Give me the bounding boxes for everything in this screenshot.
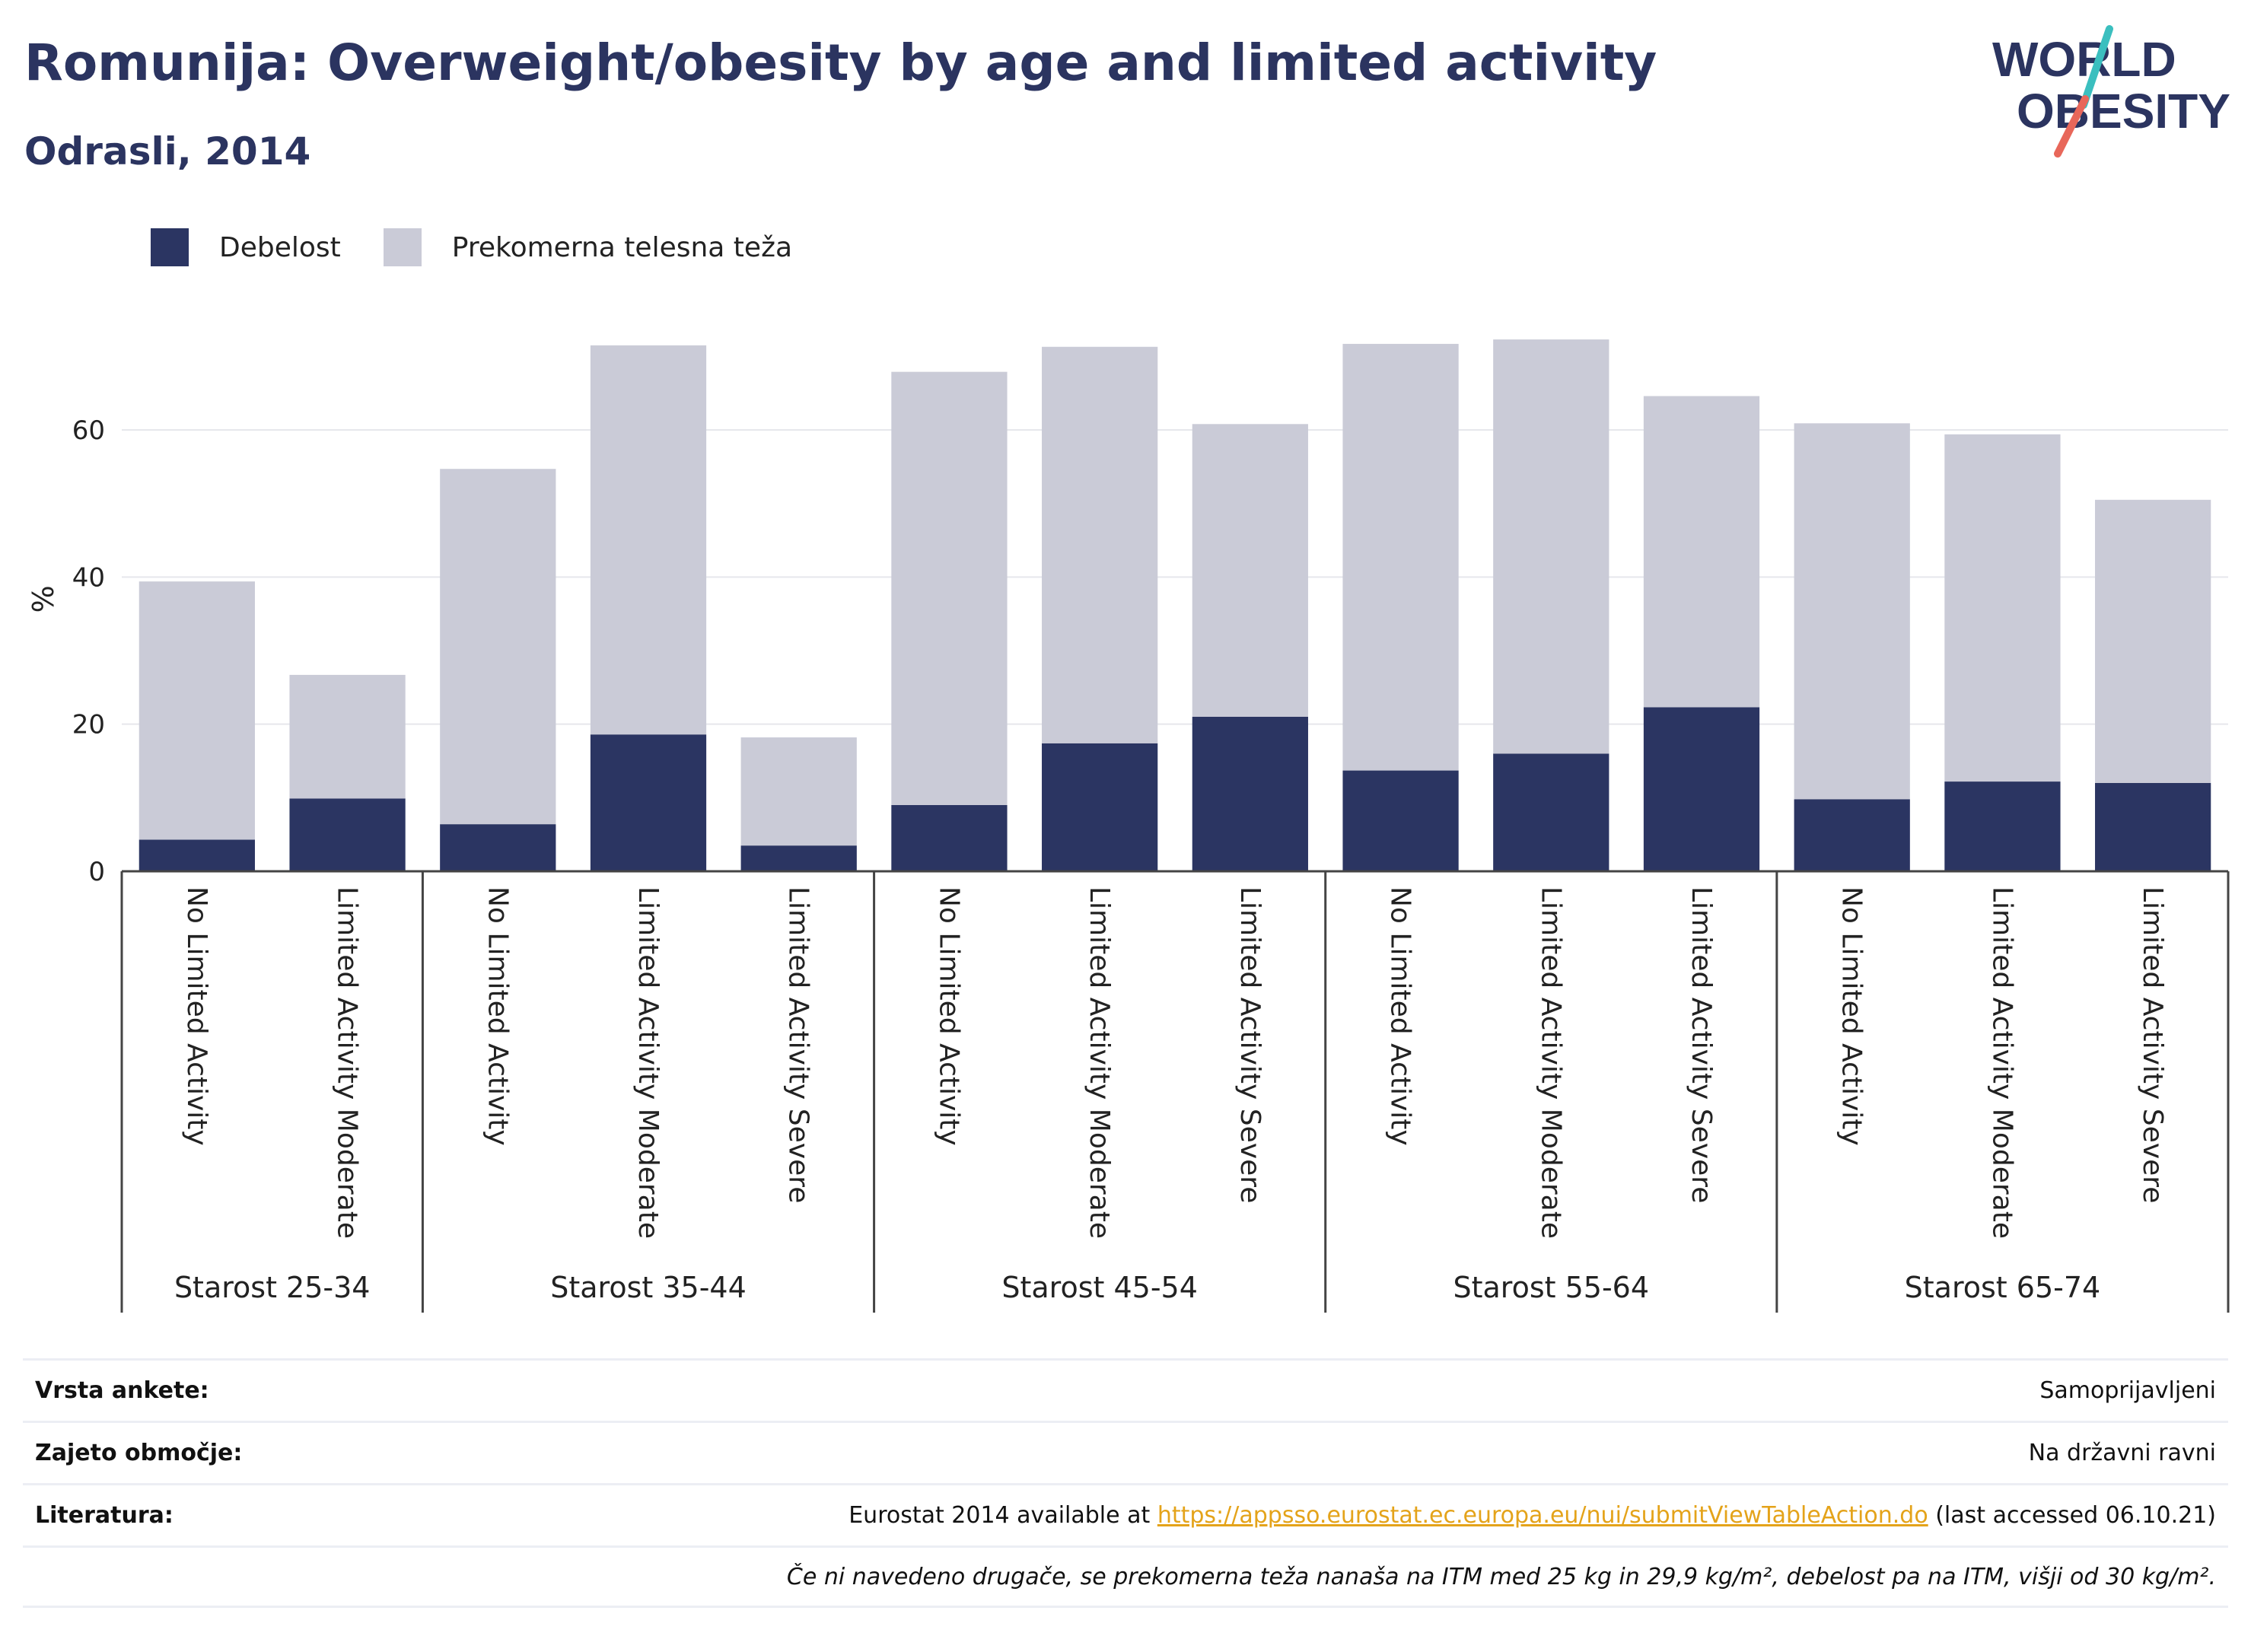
bar-obesity [1643, 707, 1760, 871]
bar-obesity [1493, 753, 1609, 871]
bar-obesity [740, 845, 857, 871]
survey-info-table: Vrsta ankete: Samoprijavljeni Zajeto obm… [23, 1358, 2228, 1608]
bar-overweight [590, 345, 707, 735]
meta-row-note: Če ni navedeno drugače, se prekomerna te… [23, 1545, 2228, 1608]
bar-overweight [1944, 434, 2061, 782]
logo-slash-coral [2054, 95, 2089, 158]
bar-obesity [2095, 783, 2211, 871]
definition-note: Če ni navedeno drugače, se prekomerna te… [786, 1563, 2216, 1590]
bar-overweight [891, 371, 1008, 806]
source-link[interactable]: https://appsso.eurostat.ec.europa.eu/nui… [1157, 1502, 1928, 1529]
stacked-bar-chart: 0 20 40 60% No Limited Activity Limited Activ… [27, 339, 2230, 1313]
bar-obesity [1342, 770, 1459, 871]
bar-obesity [1944, 781, 2061, 871]
group-label: Starost 35-44 [550, 1271, 747, 1304]
x-tick-label: Limited Activity Moderate [332, 886, 363, 1239]
meta-value: Samoprijavljeni [2039, 1377, 2216, 1404]
logo-slash-teal [2080, 25, 2113, 109]
y-tick-label: 20 [72, 710, 105, 740]
x-tick-label: Limited Activity Moderate [1986, 886, 2017, 1239]
group-label: Starost 25-34 [174, 1271, 371, 1304]
logo-line2: OBESITY [2017, 84, 2230, 138]
bar-overweight [289, 674, 406, 799]
bar-overweight [1493, 339, 1609, 754]
bar-obesity [138, 839, 255, 871]
bar-obesity [891, 805, 1008, 871]
meta-label: Literatura: [35, 1502, 174, 1529]
legend-item-obesity: Debelost [151, 228, 341, 266]
literature-prefix: Eurostat 2014 available at [849, 1502, 1157, 1529]
meta-row-coverage: Zajeto območje: Na državni ravni [23, 1421, 2228, 1483]
bar-overweight [1794, 423, 1910, 800]
chart-title: Romunija: Overweight/obesity by age and … [24, 33, 1657, 92]
x-tick-label: Limited Activity Severe [1234, 886, 1266, 1203]
bar-obesity [1794, 799, 1910, 871]
bar-obesity [1042, 743, 1158, 871]
x-tick-label: No Limited Activity [1836, 886, 1867, 1146]
bar-obesity [289, 798, 406, 871]
logo-line1: WORLD [1992, 32, 2176, 87]
x-tick-label: Limited Activity Severe [783, 886, 814, 1203]
x-tick-label: Limited Activity Moderate [632, 886, 664, 1239]
x-tick-label: No Limited Activity [933, 886, 964, 1146]
meta-row-survey-type: Vrsta ankete: Samoprijavljeni [23, 1358, 2228, 1421]
bar-obesity [590, 734, 707, 871]
literature-value: Eurostat 2014 available at https://appss… [849, 1502, 2228, 1529]
bar-overweight [2095, 499, 2211, 783]
y-axis-label: % [27, 585, 60, 613]
bar-overweight [1643, 396, 1760, 708]
bar-overweight [440, 469, 556, 825]
bar-obesity [440, 824, 556, 871]
legend-swatch-obesity [151, 228, 189, 266]
x-tick-label: Limited Activity Moderate [1535, 886, 1566, 1239]
x-tick-label: No Limited Activity [1385, 886, 1416, 1146]
x-tick-label: No Limited Activity [181, 886, 212, 1146]
y-tick-label: 40 [72, 562, 105, 593]
literature-suffix: (last accessed 06.10.21) [1928, 1502, 2216, 1529]
x-tick-label: Limited Activity Moderate [1084, 886, 1115, 1239]
group-label: Starost 65-74 [1905, 1271, 2101, 1304]
y-tick-label: 60 [72, 415, 105, 446]
meta-value: Na državni ravni [2028, 1440, 2216, 1466]
group-label: Starost 45-54 [1001, 1271, 1198, 1304]
legend-label-obesity: Debelost [219, 231, 341, 263]
bar-overweight [138, 581, 255, 840]
legend-swatch-overweight [383, 228, 422, 266]
world-obesity-logo: WORLD OBESITY [1992, 25, 2230, 158]
legend-item-overweight: Prekomerna telesna teža [383, 228, 793, 266]
x-tick-label: No Limited Activity [482, 886, 513, 1146]
meta-label: Zajeto območje: [35, 1440, 243, 1466]
bar-overweight [740, 737, 857, 846]
bar-overweight [1342, 343, 1459, 771]
x-tick-label: Limited Activity Severe [1686, 886, 1717, 1203]
legend-label-overweight: Prekomerna telesna teža [451, 231, 793, 263]
chart-subtitle: Odrasli, 2014 [24, 129, 311, 173]
bar-obesity [1192, 717, 1308, 871]
bar-overweight [1042, 346, 1158, 743]
meta-row-literature: Literatura: Eurostat 2014 available at h… [23, 1483, 2228, 1545]
chart-legend: Debelost Prekomerna telesna teža [151, 221, 835, 274]
meta-label: Vrsta ankete: [35, 1377, 209, 1404]
bar-overweight [1192, 424, 1308, 717]
x-tick-label: Limited Activity Severe [2137, 886, 2168, 1203]
y-tick-label: 0 [88, 857, 105, 887]
group-label: Starost 55-64 [1453, 1271, 1650, 1304]
